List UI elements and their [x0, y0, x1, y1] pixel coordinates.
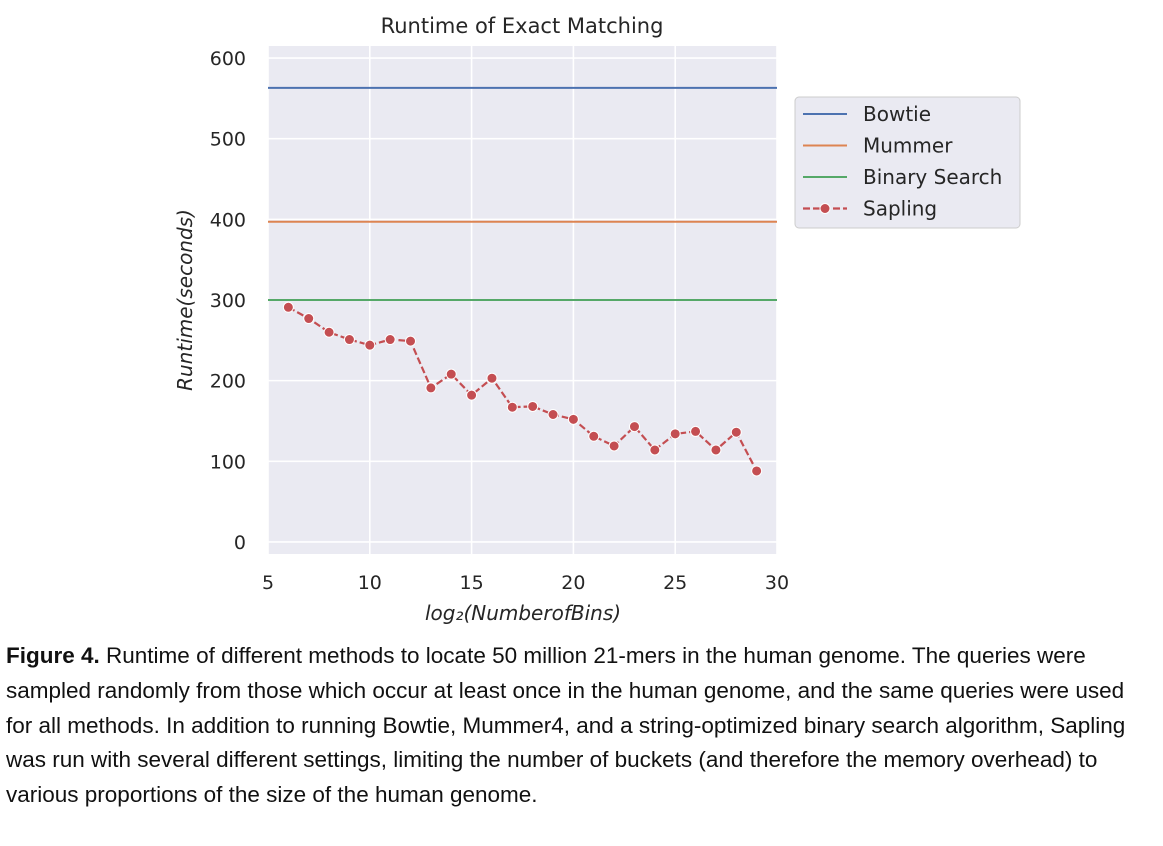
x-tick-label: 30: [765, 572, 789, 594]
x-axis-label: log₂(NumberofBins): [425, 601, 621, 625]
caption-text: Runtime of different methods to locate 5…: [6, 643, 1126, 808]
y-tick-label: 200: [210, 371, 246, 393]
sapling-point: [710, 444, 722, 456]
sapling-point: [282, 301, 294, 313]
sapling-point: [628, 421, 640, 433]
y-axis-label: Runtime(seconds): [173, 209, 197, 391]
runtime-chart: Runtime of Exact Matching 5 10 15 20 25 30 0 1…: [173, 14, 1021, 625]
sapling-point: [323, 326, 335, 338]
y-tick-label: 500: [210, 129, 246, 151]
sapling-point: [445, 368, 457, 380]
legend-label-bowtie: Bowtie: [863, 102, 931, 126]
legend-label-binary-search: Binary Search: [863, 165, 1002, 189]
sapling-point: [669, 428, 681, 440]
sapling-point: [588, 430, 600, 442]
y-tick-label: 600: [210, 48, 246, 70]
sapling-point: [730, 426, 742, 438]
sapling-point: [506, 401, 518, 413]
y-tick-label: 400: [210, 209, 246, 231]
sapling-point: [527, 400, 539, 412]
x-tick-label: 5: [262, 572, 274, 594]
figure-caption: Figure 4. Runtime of different methods t…: [6, 639, 1156, 813]
legend-marker-sapling: [819, 203, 831, 214]
sapling-point: [649, 444, 661, 456]
sapling-point: [405, 335, 417, 347]
sapling-point: [547, 409, 559, 421]
y-tick-labels: 0 100 200 300 400 500 600: [210, 48, 246, 554]
legend-label-sapling: Sapling: [863, 197, 937, 221]
x-tick-label: 15: [460, 572, 484, 594]
legend: Bowtie Mummer Binary Search Sapling: [794, 96, 1021, 229]
sapling-point: [425, 382, 437, 394]
legend-box: [794, 96, 1021, 229]
sapling-point: [486, 372, 498, 384]
chart-title: Runtime of Exact Matching: [381, 14, 664, 38]
x-tick-label: 25: [663, 572, 687, 594]
legend-label-mummer: Mummer: [863, 134, 953, 158]
sapling-point: [751, 465, 763, 477]
sapling-point: [466, 389, 478, 401]
y-tick-label: 300: [210, 290, 246, 312]
sapling-point: [343, 334, 355, 346]
x-tick-labels: 5 10 15 20 25 30: [262, 572, 789, 594]
y-tick-label: 100: [210, 451, 246, 473]
sapling-point: [303, 313, 315, 325]
sapling-point: [384, 334, 396, 346]
caption-label: Figure 4.: [6, 643, 100, 668]
sapling-point: [567, 413, 579, 425]
x-tick-label: 20: [561, 572, 585, 594]
sapling-point: [690, 425, 702, 437]
y-tick-label: 0: [234, 532, 246, 554]
sapling-point: [364, 339, 376, 351]
sapling-point: [608, 440, 620, 452]
series-lines: [268, 86, 777, 477]
x-tick-label: 10: [358, 572, 382, 594]
